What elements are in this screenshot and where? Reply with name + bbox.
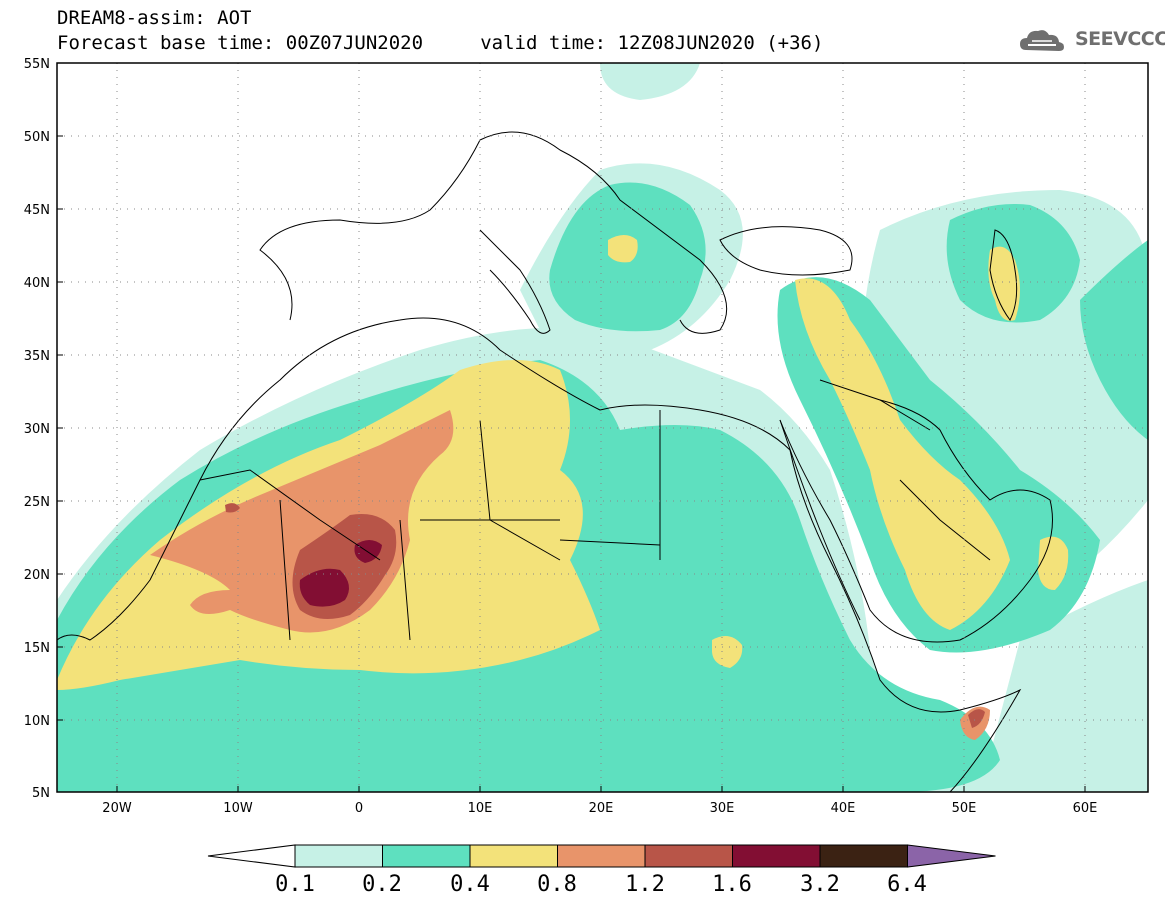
grid [57,63,1148,792]
colorbar-label: 6.4 [887,872,927,897]
aot-band-1.2-spot [225,503,240,513]
aot-band-0.4-oman [1038,536,1069,590]
lon-label: 50E [952,801,977,816]
colorbar-swatch [382,844,471,868]
lat-label: 50N [24,130,50,145]
aot-band-0.4-caspian [988,246,1020,321]
lon-labels: 20W 10W 0 10E 20E 30E 40E 50E 60E [102,801,1097,816]
colorbar-label: 0.2 [362,872,402,897]
border-line [199,469,560,561]
colorbar-low-arrow [207,844,296,868]
aot-band-0.4-balkans [608,235,638,263]
colorbar-swatch [294,844,383,868]
colorbar-swatch [557,844,646,868]
arabia-coastline [779,399,1053,643]
lon-label: 20E [589,801,614,816]
colorbar-swatch [469,844,558,868]
aot-band-0.4-chad [712,636,743,668]
logo-text: SEEVCCC [1075,28,1165,50]
lon-label: 10E [468,801,493,816]
cloud-icon [1020,30,1064,51]
border-line [819,379,991,561]
aot-field [57,63,1148,792]
lon-label: 20W [102,801,132,816]
lon-label: 10W [223,801,253,816]
colorbar-label: 0.8 [537,872,577,897]
aot-band-1.2-horn [968,709,985,728]
red-sea-coastline [779,419,861,621]
colorbar-label: 1.2 [625,872,665,897]
lat-labels: 55N 50N 45N 40N 35N 30N 25N 20N 15N 10N … [24,57,50,801]
map-title: DREAM8-assim: AOT [57,7,252,29]
lat-label: 25N [24,495,50,510]
colorbar-label: 3.2 [800,872,840,897]
lon-label: 40E [831,801,856,816]
italy-coastline [479,229,551,334]
africa-coastline [57,317,1022,792]
lat-label: 30N [24,422,50,437]
colorbar-labels: 0.1 0.2 0.4 0.8 1.2 1.6 3.2 6.4 [275,872,927,897]
lat-label: 10N [24,714,50,729]
europe-coastline [259,131,728,334]
lon-label: 0 [355,801,363,816]
caspian-sea-coastline [989,229,1018,321]
aot-band-0.1-north [600,63,700,100]
colorbar-high-arrow [907,844,996,868]
colorbar-swatch [819,844,908,868]
lat-label: 40N [24,276,50,291]
forecast-time-subtitle: Forecast base time: 00Z07JUN2020 valid t… [57,32,824,54]
lat-label: 55N [24,57,50,72]
black-sea-coastline [719,226,853,276]
aot-band-0.1-east [980,580,1148,792]
aot-band-0.4-arabia [795,278,1010,630]
lon-label: 30E [710,801,735,816]
lat-label: 15N [24,641,50,656]
lat-label: 20N [24,568,50,583]
lon-label: 60E [1073,801,1098,816]
colorbar-swatches [207,844,996,868]
colorbar-label: 0.4 [450,872,490,897]
lat-label: 5N [32,786,50,801]
colorbar-swatch [644,844,733,868]
aot-band-1.6-sahara [299,568,349,607]
colorbar-label: 0.1 [275,872,315,897]
colorbar-label: 1.6 [712,872,752,897]
coastlines [57,131,1053,792]
aot-band-0.2-iran [1080,240,1148,440]
colorbar-swatch [732,844,821,868]
lat-label: 45N [24,203,50,218]
lat-label: 35N [24,349,50,364]
tick-marks [57,62,1086,793]
